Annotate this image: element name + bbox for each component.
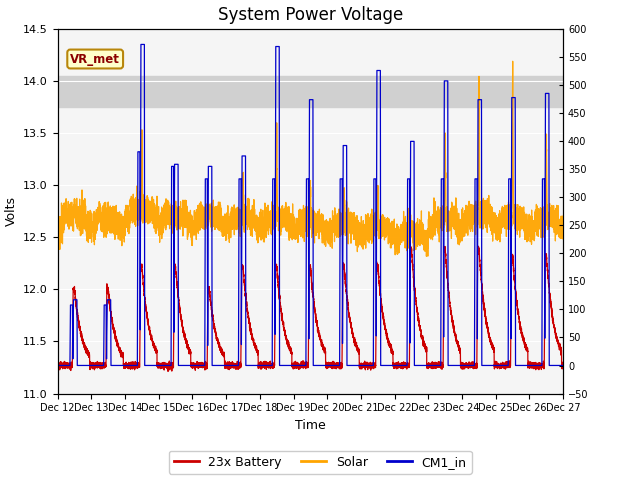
Title: System Power Voltage: System Power Voltage bbox=[218, 6, 403, 24]
X-axis label: Time: Time bbox=[295, 419, 326, 432]
Legend: 23x Battery, Solar, CM1_in: 23x Battery, Solar, CM1_in bbox=[168, 451, 472, 474]
Text: VR_met: VR_met bbox=[70, 52, 120, 65]
Bar bbox=[58, 76, 563, 107]
Y-axis label: Volts: Volts bbox=[4, 196, 17, 226]
